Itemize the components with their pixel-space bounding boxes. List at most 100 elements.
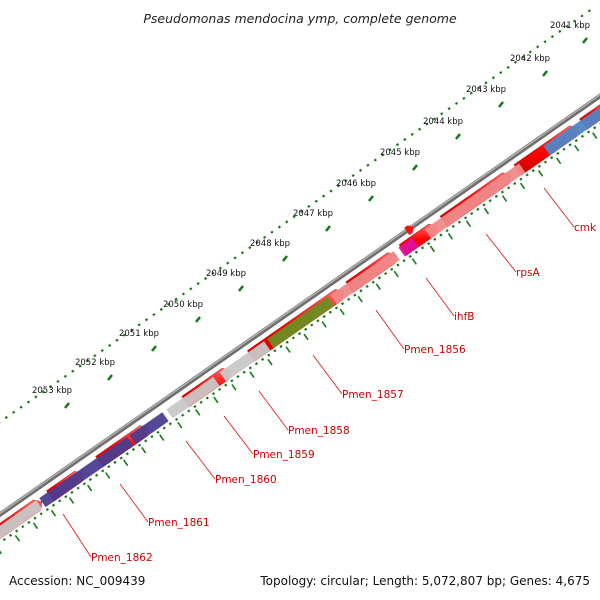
scale-tick [351,173,355,178]
kbp-tick-label: 2041 kbp [550,21,590,31]
scale-tick [408,254,412,259]
scale-tick [304,327,308,331]
scale-tick [174,417,179,422]
scale-tick [236,374,240,379]
scale-tick [70,490,74,494]
scale-tick [568,143,572,147]
scale-tick [528,50,532,54]
kbp-tick-label: 2051 kbp [119,329,159,339]
scale-tick [34,395,38,399]
scale-tick [521,55,525,59]
scale-tick [119,456,123,460]
gene-label-rpsa: rpsA [516,267,540,279]
scale-tick [270,230,274,234]
scale-tick [410,132,414,136]
scale-tick [122,333,127,337]
scale-dash [267,358,273,366]
scale-tick [125,452,129,456]
scale-tick [587,9,591,13]
scale-tick [64,495,68,499]
scale-tick [445,229,449,233]
scale-tick [525,173,529,177]
scale-dash [50,509,57,517]
scale-tick [94,473,99,477]
scale-tick [174,297,178,301]
scale-tick [499,70,503,75]
leader-line-pmen_1856 [375,309,405,350]
scale-tick [328,310,332,314]
scale-tick [390,267,394,271]
scale-dash [0,550,3,555]
leader-line-ihfb [425,277,455,317]
scale-tick [88,477,93,482]
scale-tick [593,126,597,130]
scale-dash [574,144,580,152]
scale-tick [12,410,16,414]
gene-box-pmen_1858 [219,341,271,382]
scale-tick [447,107,451,111]
kbp-tick-label: 2049 kbp [206,269,246,279]
kbp-major-tick [581,37,589,44]
scale-tick [340,302,345,306]
backbone [0,93,600,518]
leader-line-pmen_1860 [185,440,216,480]
gene-box-pmen_1860 [129,412,169,445]
kbp-tick-label: 2047 kbp [293,209,333,219]
scale-tick [439,233,443,237]
scale-tick [457,220,462,224]
kbp-major-tick [194,316,202,323]
kbp-major-tick [324,225,332,232]
scale-tick [316,319,320,323]
ihfb-marker-arrow [404,225,414,236]
scale-tick [543,160,548,164]
scale-dash [123,459,129,467]
scale-tick [537,164,541,168]
scale-tick [580,14,584,18]
kbp-tick-label: 2044 kbp [423,117,463,127]
scale-tick [371,280,375,284]
scale-dash [231,383,237,391]
scale-tick [494,194,498,198]
scale-tick [484,81,488,85]
scale-tick [137,443,142,447]
scale-dash [375,283,381,290]
scale-tick [454,101,459,106]
kbp-tick-label: 2045 kbp [380,148,420,158]
scale-dash [519,182,526,190]
scale-tick [291,336,295,340]
scale-tick [218,266,222,270]
scale-tick [167,302,171,306]
scale-tick [558,29,562,33]
scale-tick [403,137,407,142]
scale-dash [411,258,417,265]
scale-tick [137,323,141,327]
scale-tick [299,209,304,214]
kbp-major-tick [454,133,462,140]
scale-dash [465,220,472,228]
kbp-tick-label: 2046 kbp [336,179,376,189]
scale-tick [82,482,86,486]
scale-tick [285,340,289,344]
scale-tick [193,404,197,409]
scale-tick [396,263,400,267]
scale-tick [359,289,363,293]
scale-tick [519,177,523,181]
gene-label-pmen_1856: Pmen_1856 [404,344,466,356]
scale-tick [344,179,348,183]
scale-tick [130,328,134,332]
scale-dash [159,434,165,441]
gene-label-ihfb: ihfB [454,311,474,323]
scale-tick [248,366,252,370]
scale-tick [113,460,117,464]
scale-tick [254,362,259,366]
scale-tick [217,387,222,392]
scale-tick [224,383,228,387]
scale-dash [14,534,21,542]
scale-tick [230,379,234,383]
scale-tick [27,520,31,524]
scale-tick [267,353,271,357]
backbone-line [0,93,600,518]
kbp-major-tick [106,374,114,381]
scale-tick [14,529,19,533]
